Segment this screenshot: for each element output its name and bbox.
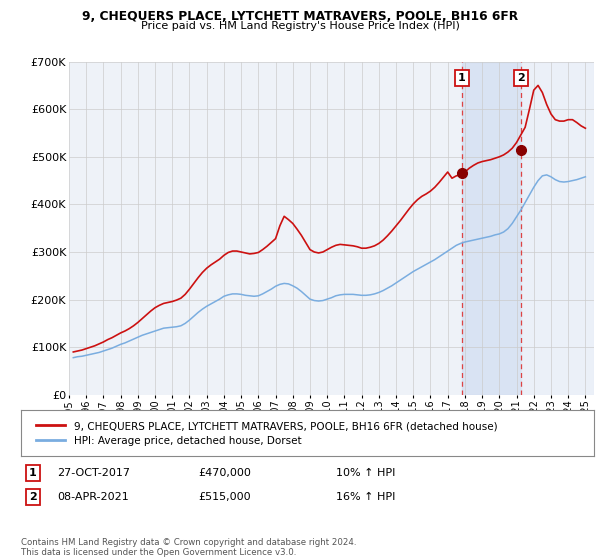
Text: 9, CHEQUERS PLACE, LYTCHETT MATRAVERS, POOLE, BH16 6FR: 9, CHEQUERS PLACE, LYTCHETT MATRAVERS, P… [82, 10, 518, 22]
Bar [521, 62, 594, 395]
Text: 2: 2 [29, 492, 37, 502]
Text: 08-APR-2021: 08-APR-2021 [57, 492, 129, 502]
Text: £515,000: £515,000 [198, 492, 251, 502]
Text: 27-OCT-2017: 27-OCT-2017 [57, 468, 130, 478]
Text: Contains HM Land Registry data © Crown copyright and database right 2024.
This d: Contains HM Land Registry data © Crown c… [21, 538, 356, 557]
Text: 2: 2 [517, 73, 525, 83]
Text: 1: 1 [458, 73, 466, 83]
Text: 16% ↑ HPI: 16% ↑ HPI [336, 492, 395, 502]
Legend: 9, CHEQUERS PLACE, LYTCHETT MATRAVERS, POOLE, BH16 6FR (detached house), HPI: Av: 9, CHEQUERS PLACE, LYTCHETT MATRAVERS, P… [32, 417, 502, 450]
Text: £470,000: £470,000 [198, 468, 251, 478]
Bar [462, 62, 521, 395]
Text: 1: 1 [29, 468, 37, 478]
Text: 10% ↑ HPI: 10% ↑ HPI [336, 468, 395, 478]
Text: Price paid vs. HM Land Registry's House Price Index (HPI): Price paid vs. HM Land Registry's House … [140, 21, 460, 31]
